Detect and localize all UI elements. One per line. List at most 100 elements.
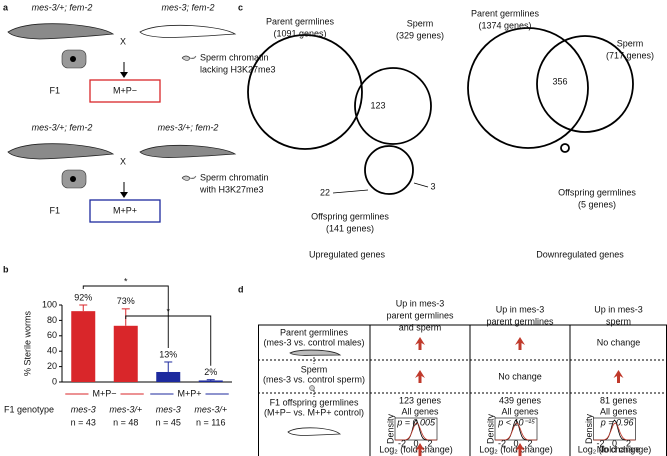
gene-count: 123 genes <box>399 395 442 405</box>
significance: * <box>166 306 170 316</box>
plot-ylabel: Density <box>485 413 495 444</box>
genotype: mes-3/+; fem-2 <box>32 122 93 132</box>
plot-tick: 0 <box>413 438 418 448</box>
arrow-head <box>120 192 128 198</box>
worm <box>139 144 237 159</box>
value-label: 13% <box>159 349 177 359</box>
sperm-note: Sperm chromatin <box>200 52 269 62</box>
offspring-box <box>89 199 161 223</box>
worm <box>287 427 342 436</box>
bar <box>71 311 96 382</box>
column-header: Up in mes-3 <box>594 304 643 314</box>
caption: Upregulated genes <box>309 249 386 259</box>
n-label: n = 43 <box>71 417 96 427</box>
group-label: M+P− <box>92 388 116 398</box>
x-tick-label: mes-3 <box>156 404 181 414</box>
value-label: 73% <box>117 296 135 306</box>
value-label: 92% <box>74 292 92 302</box>
plot-tick: 2 <box>527 438 532 448</box>
caption: Downregulated genes <box>536 249 624 259</box>
nucleus <box>70 56 76 62</box>
set-label: (5 genes) <box>578 199 616 209</box>
note: No change <box>597 444 641 454</box>
x-tick-label: mes-3 <box>71 404 96 414</box>
n-label: n = 116 <box>196 417 226 427</box>
arrow-head <box>120 72 128 78</box>
set-label: Sperm <box>617 38 644 48</box>
note: No change <box>597 337 641 347</box>
venn-circle <box>560 143 570 153</box>
n-label: n = 45 <box>156 417 181 427</box>
set-label: (1374 genes) <box>478 20 531 30</box>
plot-xlabel: Log₂ (fold change) <box>379 444 453 454</box>
column-header: sperm <box>606 316 631 326</box>
plot-frame <box>494 417 538 441</box>
significance: * <box>124 276 128 286</box>
genotype: mes-3/+; fem-2 <box>158 122 219 132</box>
genotype: mes-3; fem-2 <box>161 2 214 12</box>
y-tick-label: 20 <box>47 361 57 371</box>
venn-circle <box>364 145 414 195</box>
y-tick-label: 100 <box>42 299 57 309</box>
y-axis-label: % Sterile worms <box>22 310 32 376</box>
up-arrow <box>415 337 425 350</box>
group-label-bg <box>173 388 206 400</box>
row-detail: (M+P− vs. M+P+ control) <box>264 407 364 417</box>
venn-circle <box>467 27 589 149</box>
set-label: Sperm <box>407 18 434 28</box>
n-label: n = 48 <box>113 417 138 427</box>
panel-label: c <box>238 2 243 12</box>
density-curve <box>395 422 437 441</box>
sperm <box>181 175 197 181</box>
cross-symbol: X <box>120 156 126 166</box>
offspring: M+P+ <box>113 205 137 215</box>
set-label: Parent germlines <box>266 16 335 26</box>
plot-ylabel: Density <box>385 413 395 444</box>
line <box>413 182 429 188</box>
up-arrow <box>613 370 624 383</box>
panel-label: a <box>3 2 9 12</box>
y-tick-label: 0 <box>52 376 57 386</box>
density-curve <box>495 422 537 441</box>
up-arrow <box>515 337 525 350</box>
nucleus <box>70 176 76 182</box>
value-label: 2% <box>204 367 217 377</box>
p-value: p = 0.005 <box>396 417 436 427</box>
column-header: Up in mes-3 <box>496 304 545 314</box>
plot-frame <box>593 417 636 441</box>
row-detail: (mes-3 vs. control males) <box>263 337 364 347</box>
plot-tick: 2 <box>626 438 631 448</box>
sperm <box>309 385 315 391</box>
overlap-count: 356 <box>552 76 567 86</box>
column-header: parent germlines <box>486 316 554 326</box>
overlap-count: 22 <box>320 187 330 197</box>
column-header: and sperm <box>399 322 442 332</box>
worm <box>7 143 115 160</box>
sperm-note: Sperm chromatin <box>200 172 269 182</box>
set-label: (1091 genes) <box>273 28 326 38</box>
offspring-box <box>89 79 161 103</box>
panel-label: b <box>3 264 9 274</box>
offspring: M+P− <box>113 85 137 95</box>
x-tick-label: mes-3/+ <box>109 404 142 414</box>
plot-tick: -2 <box>398 438 406 448</box>
set-label: (329 genes) <box>396 30 444 40</box>
worm <box>7 23 115 40</box>
cross-symbol: X <box>120 36 126 46</box>
worm <box>139 24 237 39</box>
group-label: M+P+ <box>177 388 201 398</box>
plot-tick: -2 <box>596 438 604 448</box>
up-arrow <box>415 370 425 383</box>
row-label: Parent germlines <box>280 327 349 337</box>
plot-tick: -2 <box>498 438 506 448</box>
group-label-bg <box>88 388 121 400</box>
row-label: F1 offspring germlines <box>270 397 359 407</box>
plot-xlabel: Log₂ (fold change) <box>479 444 553 454</box>
y-tick-label: 80 <box>47 315 57 325</box>
gene-count: 81 genes <box>600 395 638 405</box>
gene-set: All genes <box>600 406 638 416</box>
y-tick-label: 60 <box>47 330 57 340</box>
significance-bracket <box>82 285 169 348</box>
line <box>332 189 369 194</box>
